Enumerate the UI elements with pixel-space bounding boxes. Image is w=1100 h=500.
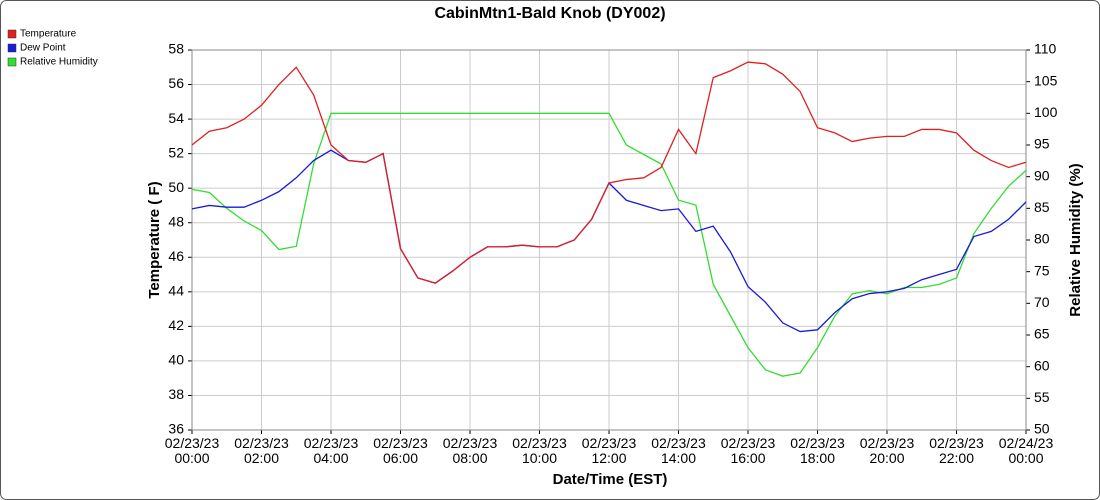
- x-axis-label: Date/Time (EST): [553, 471, 668, 488]
- y-tick-label: 56: [168, 75, 184, 91]
- y2-tick-label: 75: [1034, 262, 1050, 278]
- y-tick-label: 48: [168, 213, 184, 229]
- y2-tick-label: 110: [1034, 41, 1057, 57]
- x-tick-label: 02/23/23 14:00: [651, 435, 706, 466]
- y2-tick-label: 65: [1034, 326, 1050, 342]
- y2-tick-label: 50: [1034, 421, 1050, 437]
- y2-tick-label: 90: [1034, 167, 1050, 183]
- x-tick-label: 02/23/23 06:00: [373, 435, 428, 466]
- x-tick-label: 02/23/23 00:00: [164, 435, 220, 466]
- x-tick-label: 02/23/23 22:00: [929, 435, 984, 466]
- x-tick-label: 02/23/23 04:00: [303, 435, 359, 466]
- chart-title: CabinMtn1-Bald Knob (DY002): [434, 5, 665, 22]
- legend-swatch: [7, 57, 17, 67]
- y-tick-label: 58: [168, 41, 184, 57]
- data-line: [191, 61, 1027, 284]
- legend-label: Relative Humidity: [20, 57, 98, 68]
- y2-tick-label: 85: [1034, 199, 1050, 215]
- legend-label: Dew Point: [20, 43, 66, 54]
- y2-tick-label: 55: [1034, 389, 1050, 405]
- y2-tick-label: 70: [1034, 294, 1050, 310]
- y-tick-label: 54: [168, 110, 184, 126]
- data-line: [191, 112, 1027, 377]
- x-tick-label: 02/23/23 12:00: [581, 435, 637, 466]
- legend-swatch: [7, 43, 17, 53]
- plot-border: [191, 49, 1027, 431]
- x-tick-label: 02/23/23 16:00: [720, 435, 776, 466]
- y-tick-label: 36: [168, 421, 184, 437]
- x-tick-label: 02/23/23 10:00: [512, 435, 567, 466]
- y2-tick-label: 80: [1034, 231, 1050, 247]
- x-tick-label: 02/23/23 18:00: [790, 435, 845, 466]
- y-tick-label: 38: [168, 386, 184, 402]
- y-tick-label: 52: [168, 144, 184, 160]
- y2-tick-label: 60: [1034, 357, 1050, 373]
- x-tick-label: 02/23/23 02:00: [234, 435, 289, 466]
- legend-label: Temperature: [20, 29, 77, 40]
- x-tick-label: 02/24/23 00:00: [998, 435, 1054, 466]
- y-tick-label: 50: [168, 179, 184, 195]
- y-tick-label: 42: [168, 317, 184, 333]
- x-tick-label: 02/23/23 20:00: [859, 435, 915, 466]
- y2-tick-label: 100: [1034, 104, 1058, 120]
- y2-axis-label: Relative Humidity (%): [1067, 163, 1084, 316]
- y-tick-label: 40: [168, 352, 184, 368]
- legend-swatch: [7, 29, 17, 39]
- y2-tick-label: 105: [1034, 72, 1058, 88]
- x-tick-label: 02/23/23 08:00: [442, 435, 498, 466]
- y-axis-label: Temperature ( F): [146, 181, 163, 298]
- y-tick-label: 46: [168, 248, 184, 264]
- y2-tick-label: 95: [1034, 136, 1050, 152]
- y-tick-label: 44: [168, 283, 184, 299]
